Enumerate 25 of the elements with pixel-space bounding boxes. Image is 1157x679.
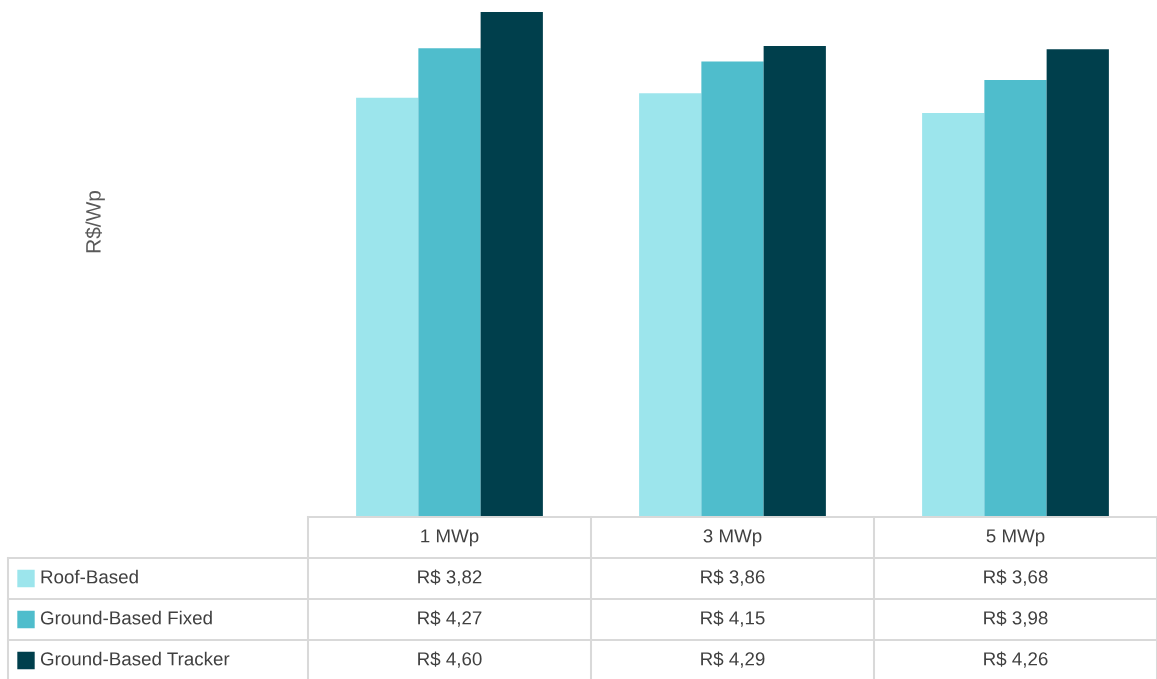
bar: [418, 48, 481, 517]
data-label: R$ 3,98: [984, 610, 1048, 627]
bar: [356, 97, 419, 517]
x-tick-label: 3 MWp: [703, 529, 762, 547]
data-label: R$ 3,68: [984, 569, 1048, 586]
data-label: R$ 4,26: [984, 651, 1048, 668]
bar: [639, 93, 702, 517]
bar: [701, 61, 764, 517]
bar: [922, 113, 985, 517]
data-label: R$ 3,82: [418, 569, 482, 586]
data-label: R$ 4,60: [418, 651, 482, 668]
x-tick-label: 5 MWp: [986, 529, 1045, 547]
text: R$/Wp: [85, 191, 105, 253]
data-label: R$ 3,86: [701, 569, 765, 586]
bar: [763, 46, 826, 517]
legend-label: Ground-Based Tracker: [40, 651, 230, 666]
data-label: R$ 4,27: [418, 610, 482, 627]
data-label: R$ 4,15: [701, 610, 765, 627]
bar: [1046, 49, 1109, 517]
legend-label: Ground-Based Fixed: [40, 610, 212, 625]
data-label: R$ 4,29: [701, 651, 765, 668]
x-tick-label: 1 MWp: [421, 529, 479, 547]
bar: [984, 80, 1047, 517]
bar: [480, 12, 543, 517]
legend-label: Roof-Based: [41, 569, 138, 584]
